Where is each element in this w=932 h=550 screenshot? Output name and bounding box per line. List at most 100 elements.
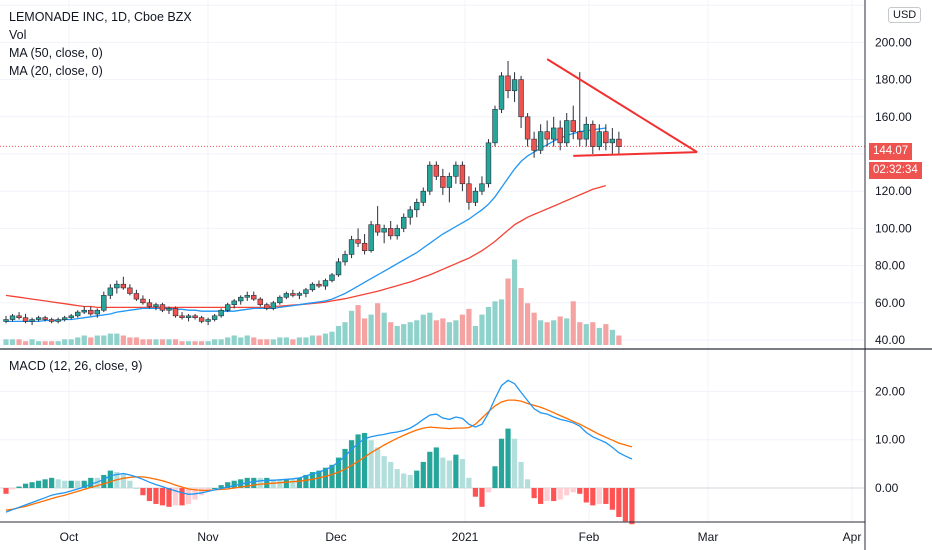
candle-down [264, 304, 270, 309]
macd-histogram-bar [394, 469, 400, 488]
macd-histogram-bar [49, 477, 55, 488]
macd-histogram-bar [420, 461, 426, 488]
candle-up [407, 209, 413, 218]
candle-up [61, 317, 68, 320]
candle-down [257, 298, 263, 305]
candle-down [524, 116, 531, 140]
macd-histogram-bar [433, 447, 439, 488]
volume-bar [453, 320, 459, 345]
price-pane[interactable] [0, 0, 865, 349]
candle-up [244, 295, 250, 298]
volume-bar [218, 339, 224, 345]
volume-bar [433, 320, 439, 345]
volume-bar [492, 301, 498, 345]
candle-up [596, 131, 603, 147]
macd-histogram-bar [296, 477, 302, 488]
macd-histogram-bar [466, 477, 472, 488]
macd-histogram-bar [564, 488, 570, 496]
candle-down [140, 298, 146, 304]
volume-bar [564, 318, 570, 345]
candle-up [296, 293, 303, 296]
macd-histogram-bar [75, 480, 81, 488]
candle-down [505, 75, 511, 92]
candle-down [88, 309, 94, 315]
candle-up [550, 127, 557, 140]
volume-bar [199, 341, 205, 345]
volume-bar [62, 339, 68, 345]
volume-bar [88, 337, 94, 345]
candle-up [348, 239, 355, 255]
currency-label[interactable]: USD [888, 7, 922, 23]
macd-histogram-bar [133, 488, 139, 489]
macd-pane[interactable] [0, 350, 865, 525]
volume-bar [179, 341, 185, 345]
y-tick-label: 180.00 [875, 73, 912, 87]
candle-up [153, 304, 159, 307]
candle-up [498, 75, 505, 110]
macd-histogram-bar [55, 479, 61, 488]
candle-down [22, 317, 29, 322]
macd-histogram-bar [179, 488, 185, 506]
macd-histogram-bar [348, 440, 355, 488]
candle-down [459, 164, 466, 185]
volume-bar [205, 341, 211, 345]
macd-histogram-bar [518, 461, 524, 488]
macd-histogram-bar [172, 488, 179, 506]
candlesticks [3, 61, 622, 326]
macd-histogram-bar [218, 485, 224, 488]
candle-down [466, 183, 472, 203]
volume-bar [153, 339, 159, 345]
volume-bar [290, 339, 296, 345]
candle-down [557, 127, 563, 144]
candle-down [192, 315, 198, 318]
candle-up [114, 283, 120, 289]
macd-histogram-bar [616, 488, 622, 517]
volume-bar [583, 324, 589, 345]
macd-y-tick-label: 10.00 [875, 433, 905, 447]
volume-bar [166, 339, 172, 345]
candle-down [120, 283, 127, 289]
macd-histogram-bar [277, 479, 283, 488]
volume-bar [551, 320, 557, 345]
macd-grid [0, 350, 865, 522]
candle-up [381, 228, 387, 233]
macd-histogram-bar [146, 488, 153, 502]
candle-down [433, 164, 440, 177]
price-grid [0, 0, 865, 349]
macd-histogram-bar [166, 488, 172, 507]
macd-histogram-bar [479, 488, 485, 507]
macd-histogram-bar [329, 464, 335, 488]
volume-bar [577, 322, 583, 345]
macd-histogram-bar [407, 474, 413, 488]
macd-histogram-bar [107, 470, 113, 488]
macd-histogram-bar [88, 477, 94, 488]
candle-down [290, 293, 296, 296]
symbol-legend[interactable]: LEMONADE INC, 1D, Cboe BZX Vol MA (50, c… [9, 8, 192, 80]
candle-up [583, 123, 589, 140]
candle-up [401, 216, 407, 229]
countdown-badge: 02:32:34 [869, 162, 922, 179]
volume-bar [3, 339, 9, 345]
candle-down [127, 287, 133, 294]
volume-bar [316, 335, 322, 345]
volume-bar [192, 341, 198, 345]
candle-up [414, 202, 420, 211]
candle-up [564, 120, 570, 144]
macd-legend[interactable]: MACD (12, 26, close, 9) [9, 359, 143, 373]
volume-bar [603, 324, 609, 345]
candle-down [603, 131, 609, 144]
candle-up [453, 164, 459, 177]
ma20-line [6, 127, 606, 323]
candle-up [427, 164, 433, 192]
candle-down [440, 176, 446, 188]
volume-bar [9, 339, 16, 345]
volume-bar [75, 337, 81, 345]
x-tick-label: Nov [197, 530, 218, 544]
macd-histogram-bar [375, 447, 381, 488]
candle-down [570, 120, 576, 132]
macd-histogram-bar [583, 488, 589, 503]
volume-bar [596, 327, 602, 345]
triangle-drawing[interactable] [546, 58, 698, 157]
volume-bar [22, 341, 29, 345]
